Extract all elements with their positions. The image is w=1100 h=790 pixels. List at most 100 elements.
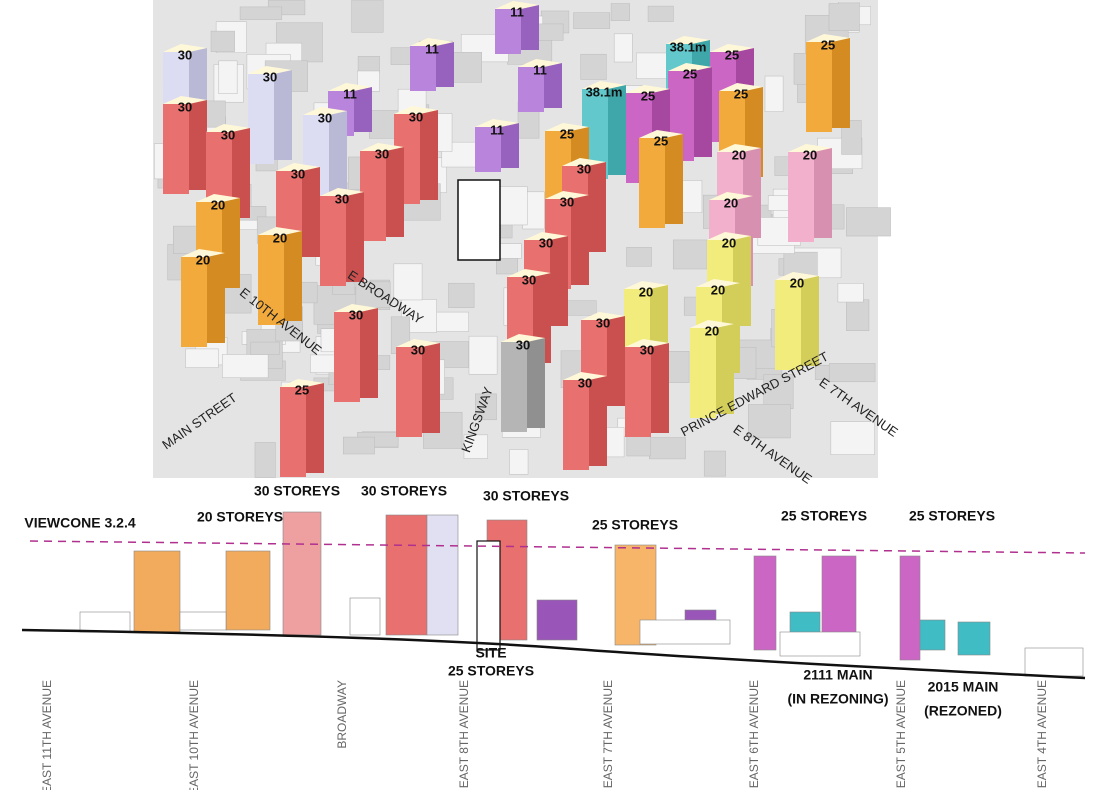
section-building [426, 514, 459, 636]
context-block [239, 6, 283, 20]
section-building [919, 619, 946, 651]
tower-top [280, 379, 324, 387]
tower-top [788, 144, 832, 152]
tower-top [410, 38, 454, 46]
project-label: (IN REZONING) [787, 691, 888, 707]
height-label: 25 [641, 88, 655, 103]
height-label: 20 [790, 275, 804, 290]
tower-top [668, 63, 712, 71]
height-label: 30 [578, 375, 592, 390]
tower-side [527, 338, 545, 428]
tower-top [545, 191, 589, 199]
tower-top [495, 1, 539, 9]
tower-side [607, 316, 625, 406]
tower-top [258, 227, 302, 235]
height-label: 30 [577, 161, 591, 176]
section-building [789, 611, 821, 636]
section-building [639, 619, 731, 645]
storey-label: 30 STOREYS [361, 483, 447, 499]
avenue-label: EAST 11TH AVENUE [40, 680, 54, 790]
tower-top [507, 269, 551, 277]
site-building [476, 540, 501, 651]
tower-side [694, 67, 712, 157]
height-label: 25 [821, 37, 835, 52]
context-block [463, 434, 488, 459]
storey-label: 25 STOREYS [781, 508, 867, 524]
storey-label: 25 STOREYS [909, 508, 995, 524]
storey-label: 20 STOREYS [197, 509, 283, 525]
site-label: SITE [475, 645, 506, 661]
section-building [133, 550, 181, 633]
tower-top [501, 334, 545, 342]
tower-front [518, 67, 544, 112]
tower-front [360, 151, 386, 241]
context-block [610, 3, 630, 21]
height-label: 30 [349, 307, 363, 322]
height-label: 30 [596, 315, 610, 330]
tower-side [801, 276, 819, 366]
tower-side [832, 38, 850, 128]
tower-top [775, 272, 819, 280]
context-block [672, 239, 708, 270]
context-block [222, 354, 269, 379]
tower-top [396, 339, 440, 347]
tower-top [710, 44, 754, 52]
viewcone-label: VIEWCONE 3.2.4 [24, 515, 135, 531]
ground-line [21, 628, 1086, 680]
tower-side [189, 100, 207, 190]
site-label: 25 STOREYS [448, 663, 534, 679]
tower-front [495, 9, 521, 54]
context-block [218, 60, 238, 94]
tower-top [320, 188, 364, 196]
context-block [837, 283, 864, 303]
avenue-label: EAST 10TH AVENUE [187, 680, 201, 790]
tower-side [354, 87, 372, 132]
context-block [573, 12, 611, 29]
tower-top [690, 320, 734, 328]
avenue-label: EAST 6TH AVENUE [747, 680, 761, 788]
tower-top [248, 66, 292, 74]
avenue-label: EAST 4TH AVENUE [1035, 680, 1049, 788]
tower-front [181, 257, 207, 347]
context-block [351, 0, 384, 33]
storey-label: 25 STOREYS [592, 517, 678, 533]
height-label: 30 [318, 110, 332, 125]
tower-top [625, 339, 669, 347]
tower-top [360, 143, 404, 151]
section-building [779, 631, 861, 657]
height-label: 30 [560, 194, 574, 209]
tower-side [422, 343, 440, 433]
context-block [210, 30, 235, 52]
height-label: 25 [295, 382, 309, 397]
tower-side [589, 376, 607, 466]
tower-side [284, 231, 302, 321]
tower-side [571, 195, 589, 285]
tower-top [696, 279, 740, 287]
context-block [448, 282, 475, 308]
height-label: 25 [725, 47, 739, 62]
height-label: 30 [178, 47, 192, 62]
height-label: 38.1m [670, 39, 707, 54]
context-block [846, 207, 891, 237]
tower-top [475, 119, 519, 127]
context-block [647, 5, 674, 22]
height-label: 20 [196, 252, 210, 267]
height-label: 30 [335, 191, 349, 206]
context-block [254, 442, 276, 478]
height-label: 30 [291, 166, 305, 181]
tower-top [196, 194, 240, 202]
tower-side [716, 324, 734, 414]
section-building [79, 611, 131, 633]
tower-top [303, 107, 347, 115]
tower-side [544, 63, 562, 108]
tower-side [346, 192, 364, 282]
height-label: 20 [639, 284, 653, 299]
height-label: 30 [539, 235, 553, 250]
height-label: 30 [178, 99, 192, 114]
tower-top [666, 36, 710, 44]
height-label: 25 [654, 133, 668, 148]
tower-side [274, 70, 292, 160]
height-label: 30 [411, 342, 425, 357]
tower-side [550, 236, 568, 326]
